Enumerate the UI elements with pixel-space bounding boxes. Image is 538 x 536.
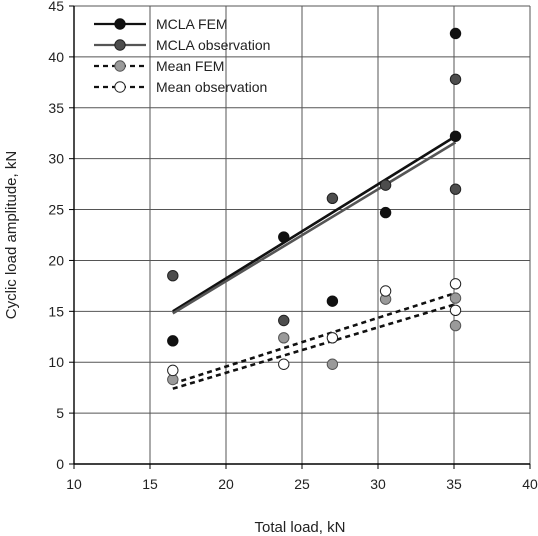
y-tick-label-6: 30	[48, 151, 64, 167]
legend: MCLA FEM MCLA observation Mean FEM Mean obs…	[94, 16, 270, 95]
y-tick-label-1: 5	[56, 405, 64, 421]
point-series-2-4	[449, 319, 462, 332]
legend-label-0: MCLA FEM	[156, 16, 228, 32]
point-series-3-4	[449, 278, 462, 290]
point-series-1-0	[167, 270, 179, 282]
trend-lines	[172, 135, 457, 390]
point-series-1-5	[449, 73, 462, 85]
legend-marker-0	[114, 18, 126, 30]
point-series-3-3	[379, 285, 392, 297]
trend-line-series-0	[172, 135, 457, 313]
y-tick-label-2: 10	[48, 354, 64, 370]
axes: 10 15 20 25 30 35 40 0 5 10 15 20 25 30 35 40 45	[48, 0, 538, 492]
x-tick-label-0: 10	[66, 476, 82, 492]
point-series-2-2	[326, 358, 339, 370]
point-series-2-5	[449, 292, 462, 304]
x-axis-label: Total load, kN	[255, 519, 346, 536]
x-tick-label-1: 15	[142, 476, 158, 492]
point-series-1-1	[278, 314, 290, 327]
point-series-0-4	[449, 130, 462, 142]
x-tick-label-6: 40	[522, 476, 538, 492]
point-series-3-1	[278, 358, 290, 370]
y-tick-label-5: 25	[48, 202, 64, 218]
point-series-1-2	[326, 192, 339, 205]
point-series-0-1	[278, 231, 290, 243]
legend-marker-3	[114, 81, 126, 93]
legend-marker-2	[114, 60, 126, 72]
legend-marker-1	[114, 39, 126, 51]
x-tick-label-2: 20	[218, 476, 234, 492]
x-tick-label-4: 30	[370, 476, 386, 492]
y-tick-label-7: 35	[48, 100, 64, 116]
point-series-3-2	[326, 332, 339, 344]
point-series-3-5	[449, 304, 462, 317]
y-tick-label-4: 20	[48, 252, 64, 268]
trend-line-series-2	[172, 302, 456, 390]
point-series-2-1	[278, 332, 290, 344]
y-axis-label: Cyclic load amplitude, kN	[3, 151, 20, 319]
point-series-0-0	[167, 335, 179, 347]
data-points	[167, 27, 462, 386]
point-series-1-4	[449, 183, 462, 195]
x-tick-label-5: 35	[446, 476, 462, 492]
legend-label-1: MCLA observation	[156, 37, 270, 53]
y-tick-label-9: 45	[48, 0, 64, 14]
x-tick-label-3: 25	[294, 476, 310, 492]
point-series-0-2	[326, 295, 339, 307]
trend-line-series-3	[172, 291, 456, 385]
y-tick-label-3: 15	[48, 303, 64, 319]
legend-label-3: Mean observation	[156, 79, 267, 95]
point-series-0-3	[379, 206, 392, 219]
y-tick-label-0: 0	[56, 456, 64, 472]
trend-line-series-1	[172, 141, 457, 315]
legend-label-2: Mean FEM	[156, 58, 224, 74]
point-series-1-3	[379, 179, 392, 191]
y-tick-label-8: 40	[48, 49, 64, 65]
point-series-0-5	[449, 27, 462, 40]
point-series-3-0	[167, 364, 179, 377]
